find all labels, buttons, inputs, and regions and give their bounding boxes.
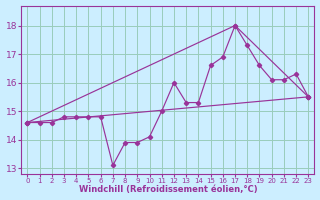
X-axis label: Windchill (Refroidissement éolien,°C): Windchill (Refroidissement éolien,°C) (78, 185, 257, 194)
